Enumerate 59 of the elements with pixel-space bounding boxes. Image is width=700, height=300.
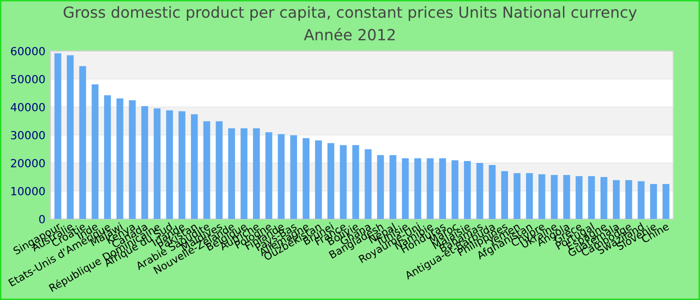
y-tick-label: 20000: [11, 158, 45, 168]
bar: [128, 100, 136, 219]
bar: [79, 66, 86, 219]
bar: [650, 184, 657, 219]
bar: [216, 121, 223, 219]
bar: [364, 149, 372, 219]
bar: [116, 98, 124, 219]
bar: [54, 53, 62, 219]
bar: [538, 174, 546, 219]
y-tick-label: 40000: [10, 102, 45, 112]
bar: [166, 110, 173, 219]
bar: [352, 145, 360, 219]
bar: [327, 143, 334, 219]
bar: [240, 128, 248, 219]
bar: [625, 180, 632, 219]
bar: [340, 145, 347, 219]
y-tick-label: 60000: [10, 46, 45, 56]
bar: [278, 134, 285, 219]
bar: [302, 138, 310, 219]
y-tick-label: 50000: [11, 74, 45, 84]
bar: [390, 155, 396, 219]
bar: [66, 55, 74, 219]
bar: [576, 176, 582, 219]
bar: [526, 173, 533, 219]
bar: [414, 158, 422, 219]
bar: [104, 95, 111, 219]
bar: [514, 173, 520, 219]
bar: [290, 135, 298, 219]
bar: [464, 161, 471, 219]
bar: [488, 164, 496, 219]
bar: [452, 160, 458, 219]
bar: [253, 128, 260, 219]
bar: [662, 184, 670, 219]
bar: [600, 177, 608, 219]
bar: [203, 121, 210, 219]
bar: [402, 158, 409, 219]
y-tick-label: 0: [39, 214, 45, 224]
bar: [563, 175, 570, 219]
bar: [228, 128, 236, 219]
y-tick-label: 30000: [11, 130, 45, 140]
bar: [588, 176, 595, 219]
bar: [426, 158, 434, 219]
bar: [476, 163, 484, 219]
chart-title: Gross domestic product per capita, constant prices Units National currency: [64, 6, 637, 21]
bar: [550, 175, 558, 219]
bar: [638, 181, 645, 219]
bar: [377, 155, 384, 219]
y-tick-label: 10000: [11, 186, 45, 196]
bar: [141, 106, 148, 219]
bar: [154, 108, 161, 219]
bar: [439, 158, 446, 219]
bar: [315, 140, 322, 219]
bar: [178, 111, 186, 219]
bar: [265, 132, 272, 219]
bar: [501, 171, 508, 219]
bar: [190, 114, 198, 219]
bar: [92, 84, 98, 219]
chart-subtitle: Année 2012: [304, 28, 395, 40]
bar: [612, 180, 620, 219]
